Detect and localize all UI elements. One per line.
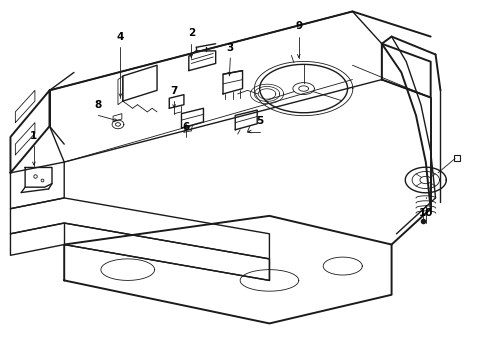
Text: 8: 8 [95,100,102,110]
Text: 2: 2 [188,28,195,39]
Text: 1: 1 [30,131,38,140]
Text: 9: 9 [295,21,302,31]
Text: 7: 7 [171,86,178,96]
Text: 4: 4 [117,32,124,42]
Text: 6: 6 [183,122,190,132]
Text: 3: 3 [227,43,234,53]
Text: 5: 5 [256,116,263,126]
Text: 10: 10 [418,208,433,218]
